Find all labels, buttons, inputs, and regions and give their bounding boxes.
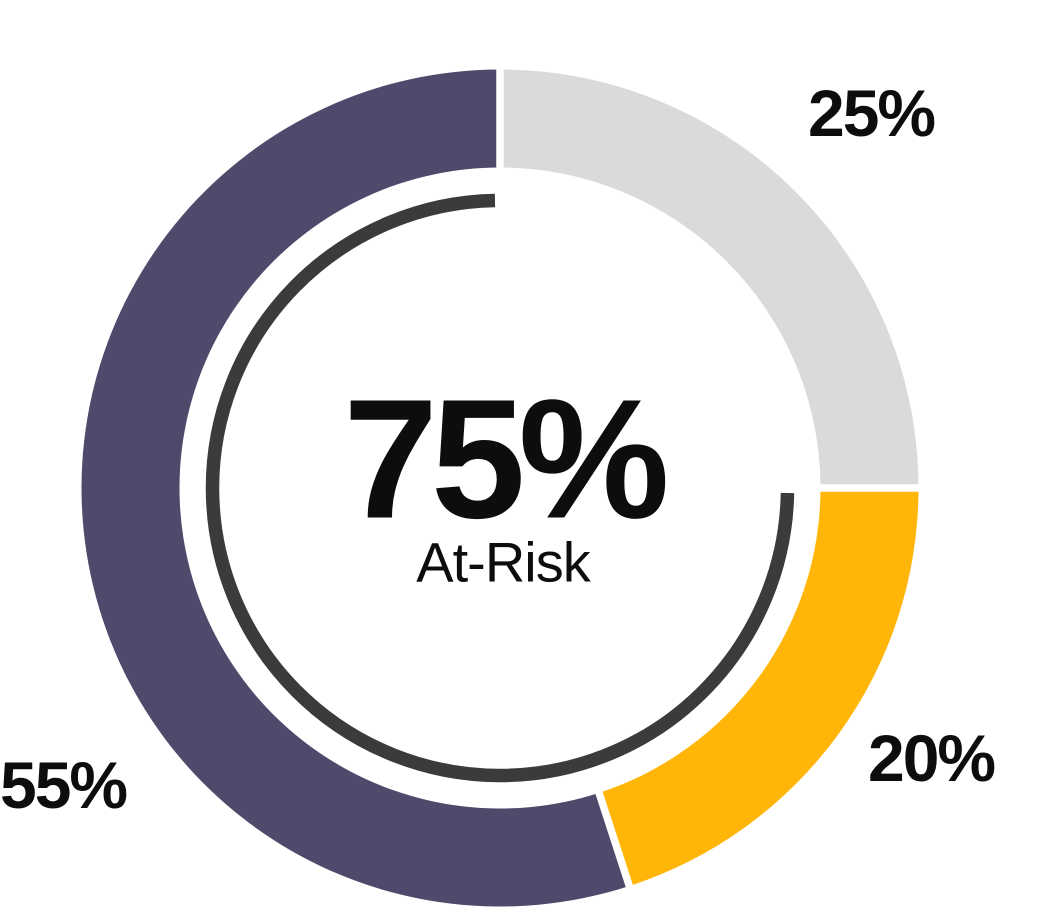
donut-slice-0 — [500, 69, 919, 488]
center-value: 75% — [343, 364, 669, 555]
donut-slice-1 — [599, 488, 919, 887]
donut-slice-2 — [81, 69, 630, 907]
slice-label-purple: 55% — [0, 748, 128, 822]
inner-progress-arc — [205, 193, 795, 783]
center-caption: At-Risk — [416, 530, 590, 594]
slice-divider-2 — [592, 783, 635, 892]
center-label-block: 75% At-Risk — [343, 364, 669, 594]
slice-label-gray: 25% — [808, 76, 936, 150]
slice-label-amber: 20% — [868, 721, 996, 795]
